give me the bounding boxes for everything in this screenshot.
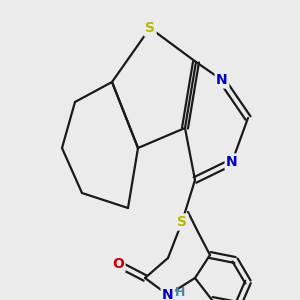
Text: O: O [112, 257, 124, 271]
Text: N: N [216, 73, 228, 87]
Text: H: H [175, 286, 185, 299]
Text: N: N [162, 288, 174, 300]
Text: S: S [145, 21, 155, 35]
Text: N: N [226, 155, 238, 169]
Text: S: S [177, 215, 187, 229]
